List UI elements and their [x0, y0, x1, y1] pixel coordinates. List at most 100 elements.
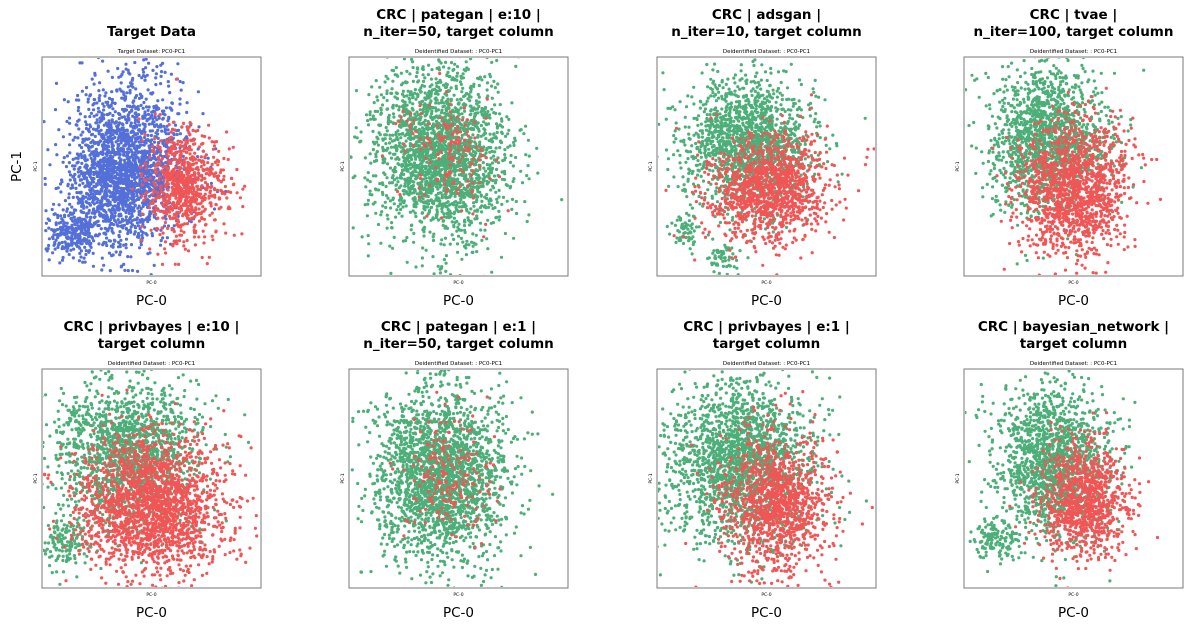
data-point [441, 155, 445, 159]
data-point [497, 195, 501, 199]
data-point [157, 107, 161, 111]
data-point [176, 224, 180, 228]
data-point [336, 142, 339, 145]
data-point [167, 123, 171, 127]
data-point [434, 109, 438, 113]
data-point [123, 143, 127, 147]
data-point [452, 216, 456, 220]
data-point [446, 70, 450, 74]
data-point [223, 184, 227, 189]
data-point [200, 173, 204, 177]
data-point [397, 132, 401, 136]
data-point [442, 111, 447, 115]
data-point [171, 187, 175, 191]
data-point [87, 222, 91, 226]
data-point [145, 233, 149, 237]
data-point [150, 164, 154, 168]
data-point [163, 247, 167, 251]
data-point [406, 184, 410, 188]
data-point [88, 218, 92, 222]
data-point [482, 127, 486, 131]
data-point [486, 218, 490, 222]
data-point [157, 116, 161, 120]
data-point [452, 223, 456, 227]
data-point [149, 228, 153, 232]
data-point [369, 117, 373, 121]
data-point [92, 239, 96, 243]
data-point [208, 171, 212, 175]
data-point [505, 184, 510, 188]
data-point [129, 121, 133, 125]
data-point [502, 169, 507, 173]
data-point [180, 170, 184, 174]
data-point [389, 271, 393, 275]
data-point [197, 202, 202, 206]
data-point [79, 255, 83, 259]
data-point [222, 222, 226, 226]
data-point [79, 249, 83, 253]
data-point [117, 121, 122, 125]
data-point [154, 179, 158, 183]
data-point [416, 67, 420, 71]
data-point [89, 224, 93, 229]
data-point [179, 229, 183, 233]
data-point [43, 176, 47, 181]
data-point [97, 242, 101, 246]
data-point [401, 146, 405, 150]
data-point [435, 212, 439, 216]
data-point [170, 127, 175, 131]
data-point [414, 157, 418, 161]
data-point [47, 237, 52, 241]
data-point [376, 143, 380, 147]
data-point [132, 172, 136, 176]
data-point [484, 169, 488, 173]
data-point [374, 79, 378, 83]
data-point [474, 162, 478, 167]
data-point [177, 262, 181, 266]
data-point [69, 186, 73, 190]
data-point [103, 147, 107, 151]
data-point [164, 132, 168, 136]
data-point [442, 65, 446, 69]
data-point [165, 236, 169, 240]
data-point [431, 202, 436, 206]
data-point [213, 193, 217, 197]
data-point [84, 252, 88, 257]
data-point [453, 62, 457, 66]
data-point [88, 93, 93, 97]
data-point [201, 205, 205, 209]
data-point [209, 201, 213, 205]
data-point [454, 182, 459, 186]
data-point [401, 155, 405, 159]
data-point [137, 212, 141, 217]
data-point [412, 161, 417, 165]
data-point [402, 94, 406, 98]
data-point [416, 181, 420, 185]
data-point [491, 277, 494, 280]
data-point [197, 207, 201, 211]
data-point [413, 88, 417, 92]
data-point [67, 214, 71, 218]
data-point [190, 173, 194, 177]
data-point [92, 170, 96, 174]
data-point [469, 58, 473, 61]
data-point [71, 256, 75, 260]
data-point [97, 223, 101, 228]
data-point [135, 125, 139, 129]
data-point [388, 141, 392, 145]
data-point [191, 199, 195, 203]
data-point [114, 250, 118, 254]
data-point [182, 230, 186, 234]
data-point [477, 100, 481, 104]
data-point [65, 232, 69, 236]
data-point [79, 153, 83, 157]
data-point [88, 203, 92, 207]
data-point [443, 236, 448, 240]
data-point [93, 166, 97, 170]
data-point [449, 273, 453, 275]
data-point [44, 209, 48, 213]
data-point [118, 152, 122, 157]
data-point [164, 185, 168, 189]
data-point [89, 152, 93, 156]
data-point [114, 220, 118, 224]
